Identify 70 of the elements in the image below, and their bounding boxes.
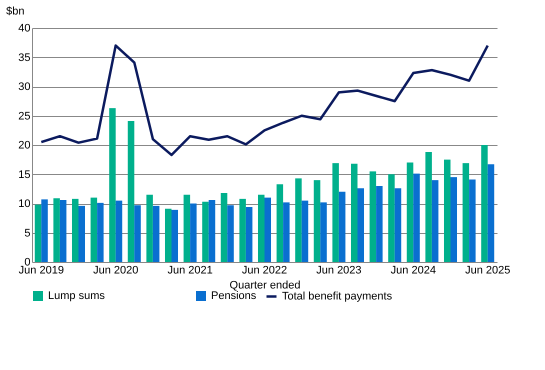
bar <box>41 199 48 262</box>
bar <box>78 206 86 262</box>
bar <box>184 194 190 262</box>
x-tick-label: Jun 2025 <box>465 264 510 276</box>
bar <box>462 163 470 262</box>
bar <box>239 198 246 262</box>
y-axis-title: $bn <box>6 6 24 18</box>
bar <box>227 205 234 262</box>
bar <box>208 200 216 262</box>
y-tick-label: 35 <box>18 52 30 64</box>
y-tick-label: 40 <box>18 22 30 34</box>
bar <box>413 174 420 262</box>
bar <box>350 164 358 262</box>
bar <box>164 208 172 262</box>
bar <box>376 186 383 262</box>
bar <box>90 198 98 262</box>
bar <box>258 194 264 262</box>
bar <box>394 188 402 262</box>
bar <box>370 171 376 262</box>
bar <box>202 202 209 262</box>
bar <box>190 204 197 262</box>
bar <box>320 202 327 262</box>
legend-label: Lump sums <box>48 290 106 302</box>
bar <box>481 145 488 262</box>
legend-label: Total benefit payments <box>282 290 393 302</box>
bar <box>246 207 252 262</box>
x-axis-title: Quarter ended <box>230 280 300 292</box>
bar <box>425 152 432 262</box>
bar <box>338 192 346 262</box>
bar <box>146 194 153 262</box>
bar <box>444 160 450 262</box>
line-series <box>40 44 489 156</box>
bar <box>488 164 494 262</box>
y-tick-label: 30 <box>18 81 30 93</box>
bar <box>34 204 42 262</box>
bar <box>53 198 60 262</box>
bar <box>450 177 458 262</box>
legend-label: Pensions <box>211 290 257 302</box>
bar <box>72 198 78 262</box>
bar <box>406 162 414 262</box>
bar <box>152 206 160 262</box>
bar <box>332 163 339 262</box>
bar <box>60 200 66 262</box>
x-tick-label: Jun 2024 <box>390 264 436 276</box>
bar <box>109 108 116 262</box>
y-tick-label: 25 <box>18 110 30 122</box>
bar <box>276 184 284 262</box>
bar <box>295 178 302 262</box>
bar <box>388 174 395 262</box>
bar <box>358 188 364 262</box>
bar <box>97 202 104 262</box>
bar <box>172 210 178 262</box>
x-tick-label: Jun 2021 <box>167 264 213 276</box>
bar <box>432 180 438 262</box>
x-tick-label: Jun 2023 <box>316 264 362 276</box>
bar <box>264 198 272 262</box>
x-tick-label: Jun 2020 <box>93 264 138 276</box>
bar <box>128 121 134 262</box>
x-tick-label: Jun 2022 <box>242 264 288 276</box>
bar <box>116 200 122 262</box>
bar <box>134 205 141 262</box>
y-tick-label: 15 <box>18 168 30 181</box>
bar <box>314 180 320 262</box>
y-tick-label: 10 <box>18 198 30 210</box>
y-tick-label: 20 <box>18 140 30 152</box>
bar <box>469 180 476 262</box>
y-tick-label: 5 <box>24 227 30 240</box>
bar <box>220 192 228 262</box>
bar <box>302 200 308 262</box>
bar <box>283 202 290 262</box>
